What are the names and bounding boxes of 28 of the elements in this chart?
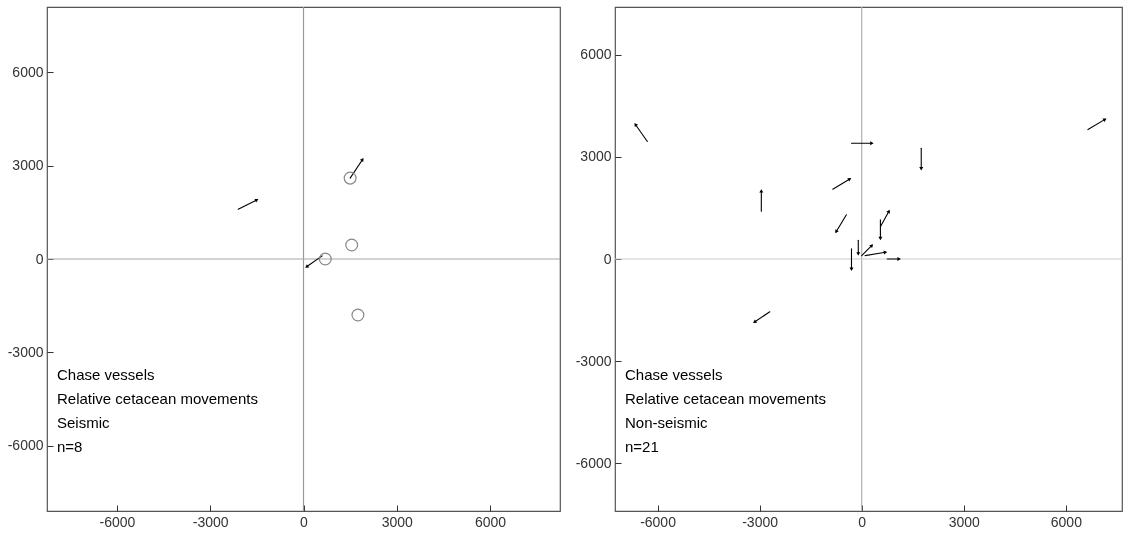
- y-tick-label: -6000: [7, 437, 44, 454]
- y-tick-label: 6000: [580, 46, 612, 63]
- y-tick-label: 3000: [580, 148, 612, 165]
- y-tick-label: 0: [35, 250, 44, 267]
- x-tick-label: -6000: [640, 513, 677, 530]
- annotation: Non-seismic: [625, 414, 709, 431]
- annotation: Relative cetacean movements: [57, 390, 258, 407]
- x-tick-label: 6000: [474, 513, 507, 530]
- annotation: Seismic: [57, 414, 111, 431]
- annotation: Chase vessels: [625, 366, 723, 383]
- x-tick-label: 6000: [1050, 513, 1083, 530]
- annotation: Relative cetacean movements: [625, 390, 826, 407]
- y-tick-label: -3000: [575, 352, 612, 369]
- x-tick-label: -3000: [192, 513, 229, 530]
- y-tick-label: -3000: [7, 343, 44, 360]
- annotation: Chase vessels: [57, 366, 155, 383]
- x-tick-label: -3000: [742, 513, 779, 530]
- x-tick-label: 3000: [948, 513, 981, 530]
- y-tick-label: -6000: [575, 454, 612, 471]
- x-tick-label: 3000: [381, 513, 414, 530]
- y-tick-label: 6000: [12, 63, 44, 80]
- y-tick-label: 0: [603, 250, 612, 267]
- y-tick-label: 3000: [12, 157, 44, 174]
- annotation: n=8: [57, 438, 83, 455]
- x-tick-label: -6000: [99, 513, 136, 530]
- x-tick-label: 0: [300, 513, 309, 530]
- annotation: n=21: [625, 438, 659, 455]
- x-tick-label: 0: [858, 513, 867, 530]
